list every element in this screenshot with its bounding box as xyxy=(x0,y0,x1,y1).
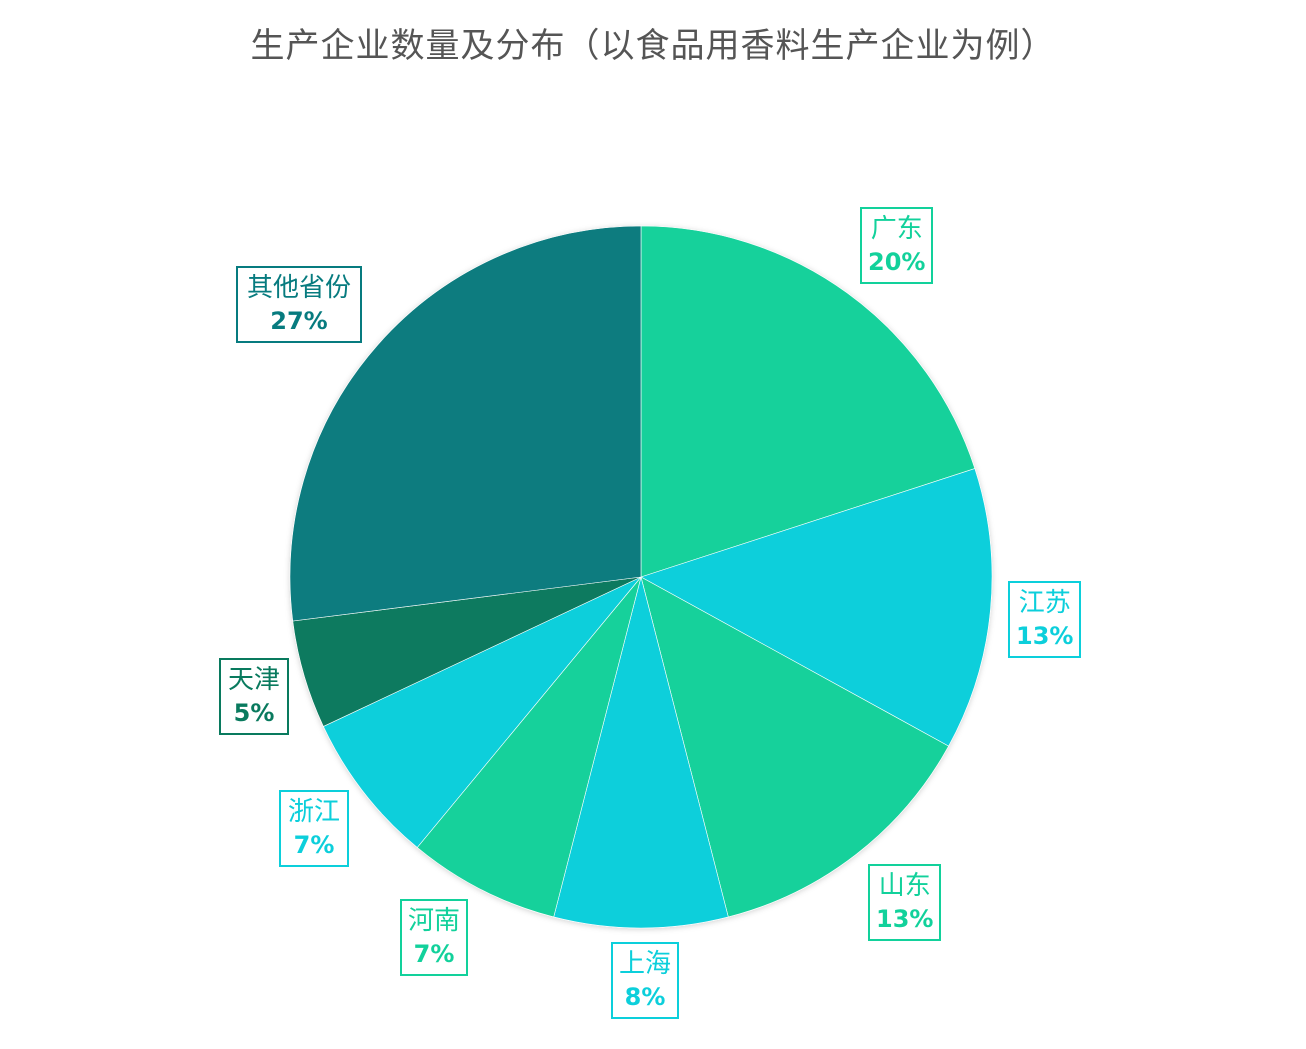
data-label-percent: 20% xyxy=(868,247,926,276)
data-label-name: 天津 xyxy=(227,665,280,695)
data-label: 其他省份 27% xyxy=(236,266,362,343)
data-label-percent: 8% xyxy=(624,982,666,1011)
data-label: 山东 13% xyxy=(868,864,942,941)
data-label-percent: 5% xyxy=(233,698,275,727)
data-label-percent: 13% xyxy=(876,904,934,933)
data-label-percent: 27% xyxy=(270,306,328,335)
data-label-name: 广东 xyxy=(870,214,923,244)
data-label: 浙江 7% xyxy=(279,790,349,867)
chart-title: 生产企业数量及分布（以食品用香料生产企业为例） xyxy=(250,26,1056,66)
pie-slice-4 xyxy=(553,576,729,929)
pie-slice-3 xyxy=(640,576,949,918)
data-label-percent: 13% xyxy=(1016,621,1074,650)
data-label-percent: 7% xyxy=(293,830,335,859)
data-label-name: 其他省份 xyxy=(246,273,351,303)
pie-slice-8 xyxy=(289,225,642,622)
data-label-name: 河南 xyxy=(408,906,461,936)
data-label-name: 浙江 xyxy=(287,797,340,827)
data-label-percent: 7% xyxy=(413,939,455,968)
pie-slice-1 xyxy=(640,225,976,578)
data-label-name: 上海 xyxy=(619,949,672,979)
data-label: 广东 20% xyxy=(860,207,934,284)
data-label-name: 山东 xyxy=(878,871,931,901)
pie-slice-6 xyxy=(323,576,642,848)
data-label: 河南 7% xyxy=(400,899,469,976)
data-label: 江苏 13% xyxy=(1008,581,1082,658)
data-label-name: 江苏 xyxy=(1018,588,1071,618)
pie-slice-2 xyxy=(640,468,993,747)
pie-slice-5 xyxy=(416,576,642,918)
data-label: 天津 5% xyxy=(219,658,289,735)
data-label: 上海 8% xyxy=(611,942,680,1019)
